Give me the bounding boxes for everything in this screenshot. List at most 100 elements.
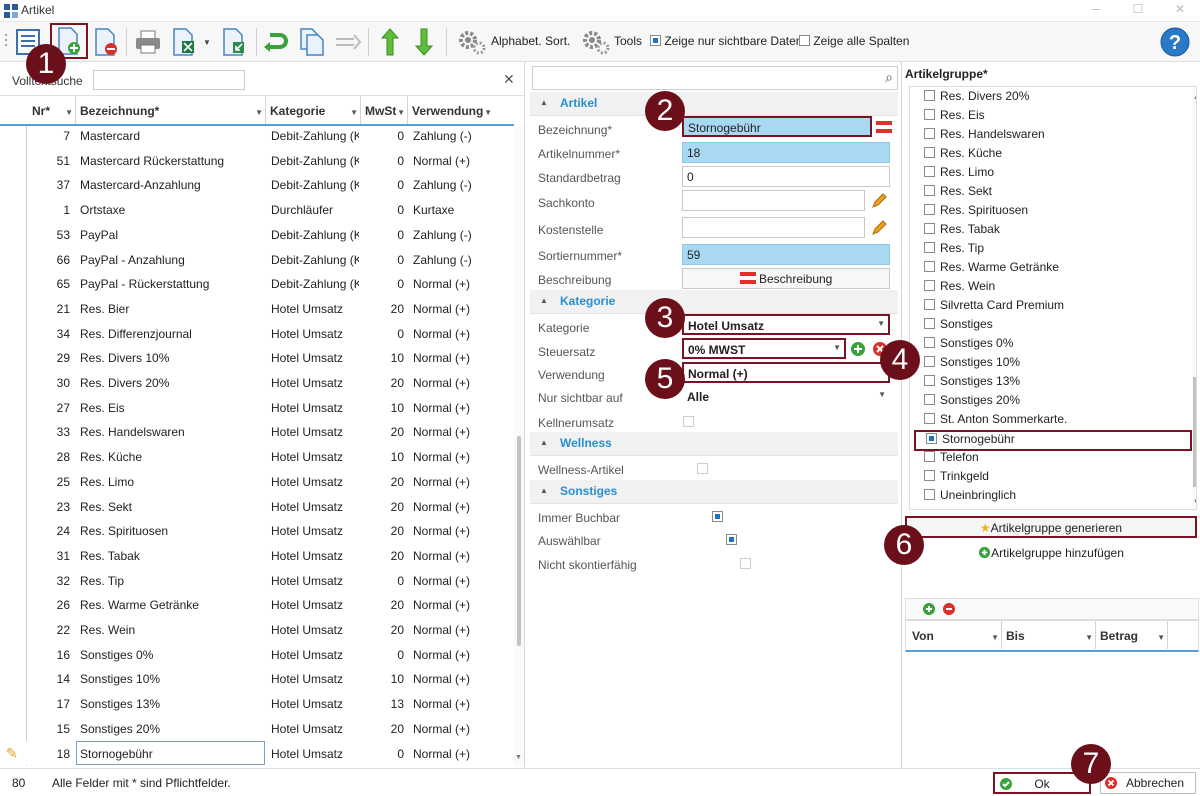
- group-checkbox[interactable]: [924, 128, 935, 139]
- group-list-item[interactable]: Telefon: [924, 450, 1194, 469]
- close-icon[interactable]: ✕: [1174, 2, 1186, 16]
- group-checkbox[interactable]: [924, 356, 935, 367]
- group-checkbox[interactable]: [924, 299, 935, 310]
- section-artikel[interactable]: ▲ Artikel: [530, 92, 898, 116]
- filter-icon[interactable]: ▼: [484, 108, 492, 117]
- tools-gear-icon[interactable]: [580, 25, 612, 59]
- scroll-down-icon[interactable]: ▼: [1193, 499, 1196, 505]
- undo-button[interactable]: [260, 25, 292, 59]
- table-row[interactable]: 25 Res. Limo Hotel Umsatz 20 Normal (+): [0, 469, 514, 494]
- group-list-item[interactable]: Res. Divers 20%: [924, 89, 1194, 108]
- group-list-scrollbar[interactable]: ▲ ▼: [1192, 87, 1196, 509]
- column-header-betrag[interactable]: Betrag ▼: [1096, 621, 1168, 649]
- group-checkbox[interactable]: [924, 413, 935, 424]
- minimize-icon[interactable]: ─: [1091, 2, 1101, 16]
- group-checkbox[interactable]: [926, 433, 937, 444]
- add-group-button[interactable]: Artikelgruppe hinzufügen: [905, 542, 1197, 564]
- artikelnummer-input[interactable]: 18: [682, 142, 890, 163]
- table-row[interactable]: 37 Mastercard-Anzahlung Debit-Zahlung (K 0 Z…: [0, 172, 514, 197]
- column-header-verwendung[interactable]: Verwendung ▼: [408, 96, 494, 124]
- group-list-item[interactable]: St. Anton Sommerkarte.: [924, 412, 1194, 431]
- group-list-item[interactable]: Res. Tip: [924, 241, 1194, 260]
- group-checkbox[interactable]: [924, 375, 935, 386]
- group-list-item[interactable]: Stornogebühr: [914, 430, 1192, 451]
- fulltext-search-input[interactable]: [93, 70, 245, 90]
- group-list-item[interactable]: Trinkgeld: [924, 469, 1194, 488]
- table-row[interactable]: 27 Res. Eis Hotel Umsatz 10 Normal (+): [0, 395, 514, 420]
- group-checkbox[interactable]: [924, 261, 935, 272]
- table-row[interactable]: 21 Res. Bier Hotel Umsatz 20 Normal (+): [0, 296, 514, 321]
- group-checkbox[interactable]: [924, 204, 935, 215]
- column-header-bis[interactable]: Bis ▼: [1002, 621, 1096, 649]
- filter-icon[interactable]: ▼: [1157, 633, 1165, 642]
- checkbox-checked[interactable]: [650, 35, 661, 46]
- section-kategorie[interactable]: ▲ Kategorie: [530, 290, 898, 314]
- move-down-button[interactable]: [408, 25, 440, 59]
- table-row[interactable]: 15 Sonstiges 20% Hotel Umsatz 20 Normal (+): [0, 716, 514, 741]
- table-row[interactable]: 66 PayPal - Anzahlung Debit-Zahlung (K 0 Zah…: [0, 247, 514, 272]
- filter-icon[interactable]: ▼: [255, 108, 263, 117]
- remove-price-icon[interactable]: [942, 602, 956, 616]
- delete-article-button[interactable]: [90, 25, 122, 59]
- standardbetrag-input[interactable]: 0: [682, 166, 890, 187]
- group-checkbox[interactable]: [924, 318, 935, 329]
- group-list-item[interactable]: Res. Sekt: [924, 184, 1194, 203]
- group-checkbox[interactable]: [924, 337, 935, 348]
- excel-export-button[interactable]: [168, 25, 200, 59]
- alpha-sort-button[interactable]: Alphabet. Sort.: [491, 34, 571, 48]
- group-checkbox[interactable]: [924, 470, 935, 481]
- pencil-icon[interactable]: [870, 192, 888, 210]
- property-search-input[interactable]: ⌕: [532, 66, 898, 90]
- group-list-item[interactable]: Res. Warme Getränke: [924, 260, 1194, 279]
- group-checkbox[interactable]: [924, 185, 935, 196]
- sachkonto-input[interactable]: [682, 190, 865, 211]
- group-list-item[interactable]: Res. Küche: [924, 146, 1194, 165]
- table-row[interactable]: 34 Res. Differenzjournal Hotel Umsatz 0 Norm…: [0, 321, 514, 346]
- collapse-icon[interactable]: ▲: [540, 486, 548, 495]
- group-checkbox[interactable]: [924, 223, 935, 234]
- group-checkbox[interactable]: [924, 109, 935, 120]
- table-row[interactable]: 31 Res. Tabak Hotel Umsatz 20 Normal (+): [0, 543, 514, 568]
- active-cell[interactable]: [76, 740, 265, 765]
- group-checkbox[interactable]: [924, 280, 935, 291]
- scrollbar-thumb[interactable]: [517, 436, 521, 646]
- table-row[interactable]: 33 Res. Handelswaren Hotel Umsatz 20 Normal …: [0, 419, 514, 444]
- group-list-item[interactable]: Uneinbringlich: [924, 488, 1194, 507]
- search-icon[interactable]: ⌕: [885, 69, 893, 85]
- group-list-item[interactable]: Res. Handelswaren: [924, 127, 1194, 146]
- generate-group-button[interactable]: ★Artikelgruppe generieren: [905, 516, 1197, 538]
- gears-icon[interactable]: [456, 25, 488, 59]
- verwendung-select[interactable]: Normal (+): [682, 362, 890, 383]
- collapse-icon[interactable]: ▲: [540, 296, 548, 305]
- column-header-mwst[interactable]: MwSt ▼: [361, 96, 408, 124]
- new-article-button[interactable]: [50, 23, 88, 59]
- table-row[interactable]: 65 PayPal - Rückerstattung Debit-Zahlung (…: [0, 271, 514, 296]
- language-flag-icon[interactable]: [875, 118, 893, 136]
- group-list-item[interactable]: Res. Wein: [924, 279, 1194, 298]
- table-row[interactable]: 51 Mastercard Rückerstattung Debit-Zahlung…: [0, 148, 514, 173]
- table-row[interactable]: 14 Sonstiges 10% Hotel Umsatz 10 Normal (+): [0, 666, 514, 691]
- table-row[interactable]: 18 Stornogebühr Hotel Umsatz 0 Normal (+) ✎: [0, 740, 514, 766]
- table-row[interactable]: 53 PayPal Debit-Zahlung (K 0 Zahlung (-): [0, 222, 514, 247]
- group-list-item[interactable]: Res. Eis: [924, 108, 1194, 127]
- pencil-icon[interactable]: [870, 219, 888, 237]
- scroll-up-icon[interactable]: ▲: [1193, 95, 1196, 101]
- steuersatz-select[interactable]: 0% MWST ▼: [682, 338, 846, 359]
- table-row[interactable]: 28 Res. Küche Hotel Umsatz 10 Normal (+): [0, 444, 514, 469]
- table-row[interactable]: 26 Res. Warme Getränke Hotel Umsatz 20 Norma…: [0, 592, 514, 617]
- kellnerumsatz-checkbox[interactable]: [683, 416, 694, 427]
- table-row[interactable]: 23 Res. Sekt Hotel Umsatz 20 Normal (+): [0, 494, 514, 519]
- cancel-button[interactable]: Abbrechen: [1100, 772, 1196, 794]
- add-price-icon[interactable]: [922, 602, 936, 616]
- maximize-icon[interactable]: ☐: [1132, 2, 1144, 16]
- group-list-item[interactable]: Res. Limo: [924, 165, 1194, 184]
- chevron-down-icon[interactable]: ▼: [203, 37, 211, 47]
- group-checkbox[interactable]: [924, 489, 935, 500]
- group-checkbox[interactable]: [924, 90, 935, 101]
- show-all-columns-checkbox[interactable]: Zeige alle Spalten: [799, 34, 909, 48]
- help-icon[interactable]: ?: [1158, 25, 1192, 59]
- chevron-down-icon[interactable]: ▼: [878, 390, 886, 399]
- table-row[interactable]: 16 Sonstiges 0% Hotel Umsatz 0 Normal (+): [0, 642, 514, 667]
- group-checkbox[interactable]: [924, 394, 935, 405]
- grid-scrollbar[interactable]: ▼: [514, 126, 524, 766]
